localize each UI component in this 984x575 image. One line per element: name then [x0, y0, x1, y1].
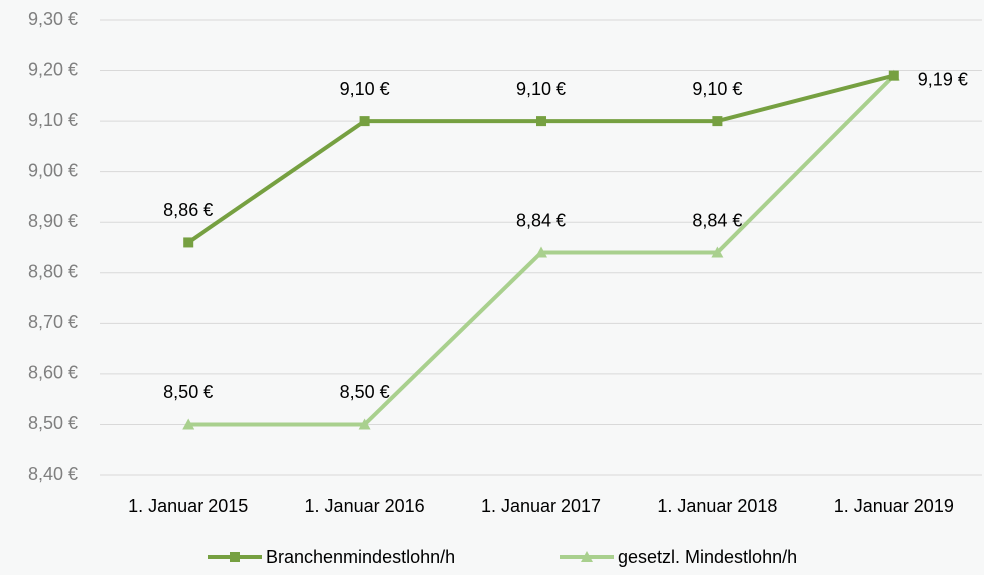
marker: [183, 237, 194, 248]
x-tick-label: 1. Januar 2015: [128, 496, 248, 516]
y-tick-label: 9,00 €: [28, 160, 78, 180]
marker: [230, 552, 240, 562]
legend-item: gesetzl. Mindestlohn/h: [560, 547, 797, 567]
marker: [711, 246, 724, 258]
data-label: 8,86 €: [163, 200, 213, 220]
y-tick-label: 8,50 €: [28, 413, 78, 433]
legend-label: Branchenmindestlohn/h: [266, 547, 455, 567]
data-label: 9,19 €: [918, 69, 968, 89]
x-tick-label: 1. Januar 2017: [481, 496, 601, 516]
series: [183, 70, 899, 248]
data-label: 8,50 €: [163, 382, 213, 402]
x-tick-label: 1. Januar 2018: [657, 496, 777, 516]
marker: [359, 116, 370, 127]
y-tick-label: 9,10 €: [28, 110, 78, 130]
data-label: 9,10 €: [340, 79, 390, 99]
data-label: 8,84 €: [692, 210, 742, 230]
marker: [182, 418, 195, 430]
data-label: 9,10 €: [516, 79, 566, 99]
marker: [888, 70, 899, 81]
y-tick-label: 9,30 €: [28, 9, 78, 29]
series: [182, 69, 900, 430]
legend-item: Branchenmindestlohn/h: [208, 547, 455, 567]
data-label: 9,10 €: [692, 79, 742, 99]
marker: [358, 418, 371, 430]
legend-label: gesetzl. Mindestlohn/h: [618, 547, 797, 567]
data-label: 8,84 €: [516, 210, 566, 230]
y-tick-label: 8,60 €: [28, 363, 78, 383]
y-tick-label: 8,70 €: [28, 312, 78, 332]
marker: [581, 551, 593, 562]
x-tick-label: 1. Januar 2019: [834, 496, 954, 516]
y-tick-label: 9,20 €: [28, 59, 78, 79]
marker: [536, 116, 546, 127]
x-tick-label: 1. Januar 2016: [305, 496, 425, 516]
y-tick-label: 8,80 €: [28, 262, 78, 282]
marker: [712, 116, 723, 127]
y-tick-label: 8,40 €: [28, 464, 78, 484]
data-label: 8,50 €: [340, 382, 390, 402]
y-tick-label: 8,90 €: [28, 211, 78, 231]
marker: [535, 246, 547, 258]
